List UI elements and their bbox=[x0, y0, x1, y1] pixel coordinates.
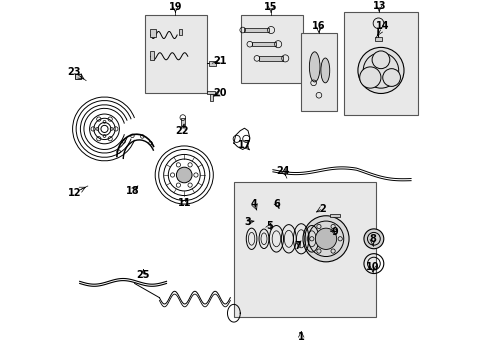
Bar bbox=[209, 61, 216, 66]
Bar bbox=[343, 12, 417, 115]
Bar bbox=[251, 42, 276, 46]
Bar bbox=[145, 15, 207, 94]
Text: 20: 20 bbox=[213, 88, 227, 98]
Circle shape bbox=[382, 69, 400, 86]
Circle shape bbox=[357, 48, 403, 94]
Bar bbox=[244, 28, 269, 32]
Circle shape bbox=[176, 167, 192, 183]
Text: 1: 1 bbox=[297, 332, 304, 342]
Circle shape bbox=[371, 51, 389, 69]
Text: 9: 9 bbox=[331, 227, 338, 237]
Bar bbox=[181, 118, 184, 126]
Bar bbox=[241, 15, 303, 83]
Bar bbox=[149, 29, 156, 37]
Bar bbox=[258, 56, 283, 60]
Bar bbox=[207, 91, 215, 94]
Text: 12: 12 bbox=[67, 188, 81, 198]
Text: 21: 21 bbox=[212, 56, 226, 66]
Ellipse shape bbox=[309, 52, 319, 82]
Text: 8: 8 bbox=[368, 234, 375, 244]
Bar bbox=[179, 29, 182, 35]
Text: 5: 5 bbox=[265, 221, 272, 231]
Text: 4: 4 bbox=[250, 199, 257, 209]
Text: 16: 16 bbox=[311, 21, 325, 31]
Text: 10: 10 bbox=[366, 262, 379, 272]
Text: 15: 15 bbox=[264, 3, 277, 12]
Text: 24: 24 bbox=[276, 166, 290, 176]
Text: 22: 22 bbox=[175, 126, 189, 136]
Text: 13: 13 bbox=[372, 1, 385, 11]
Text: 25: 25 bbox=[137, 270, 150, 280]
Bar bbox=[149, 51, 154, 60]
Bar bbox=[301, 33, 336, 111]
Text: 7: 7 bbox=[294, 241, 301, 251]
Circle shape bbox=[315, 228, 336, 249]
Bar bbox=[329, 214, 340, 217]
Text: 17: 17 bbox=[237, 140, 251, 150]
Text: 18: 18 bbox=[126, 186, 140, 196]
Text: 14: 14 bbox=[375, 21, 388, 31]
Bar bbox=[374, 37, 381, 41]
Text: 2: 2 bbox=[319, 204, 325, 214]
Bar bbox=[75, 74, 81, 79]
Bar bbox=[210, 94, 212, 101]
Bar bbox=[233, 182, 375, 317]
Text: 11: 11 bbox=[177, 198, 191, 208]
Ellipse shape bbox=[320, 58, 329, 83]
Text: 6: 6 bbox=[273, 199, 280, 209]
Text: 19: 19 bbox=[168, 3, 182, 12]
Circle shape bbox=[363, 229, 383, 249]
Circle shape bbox=[359, 67, 380, 88]
Circle shape bbox=[303, 216, 348, 262]
Text: 23: 23 bbox=[67, 67, 81, 77]
Text: 3: 3 bbox=[244, 217, 251, 227]
